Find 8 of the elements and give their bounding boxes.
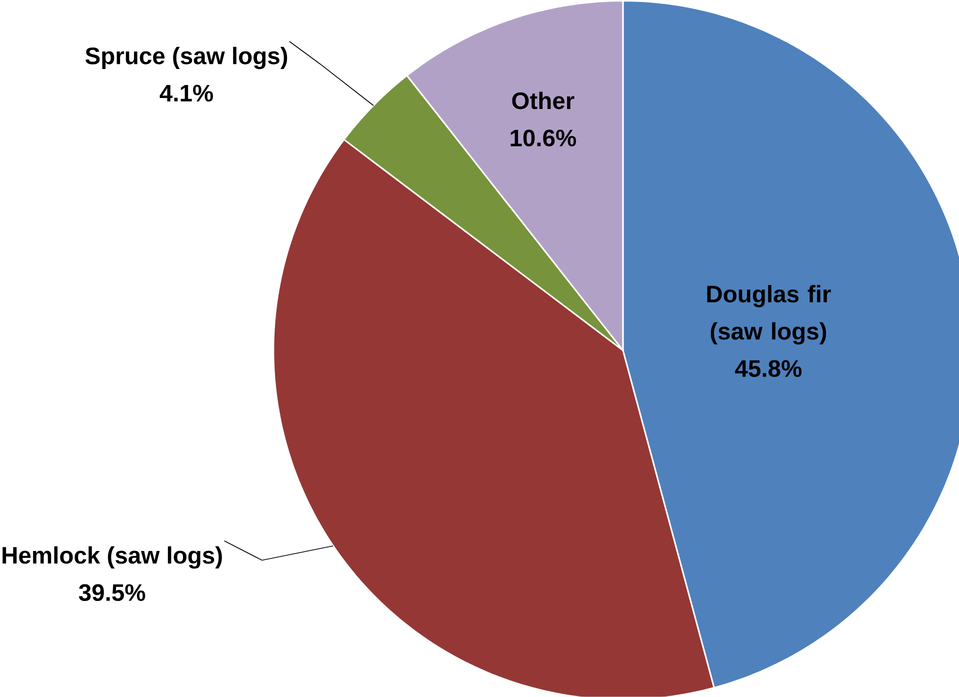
data-label: 10.6%	[510, 130, 576, 147]
slice-label: Spruce (saw logs)	[85, 47, 288, 70]
data-label: 45.8%	[735, 360, 802, 378]
data-label: 4.1%	[160, 84, 213, 102]
data-label: 39.5%	[78, 584, 146, 602]
slice-label: Douglas fir (saw logs)	[707, 285, 831, 345]
slice-label: Other	[512, 92, 574, 110]
slice-label: Hemlock (saw logs)	[2, 546, 222, 569]
